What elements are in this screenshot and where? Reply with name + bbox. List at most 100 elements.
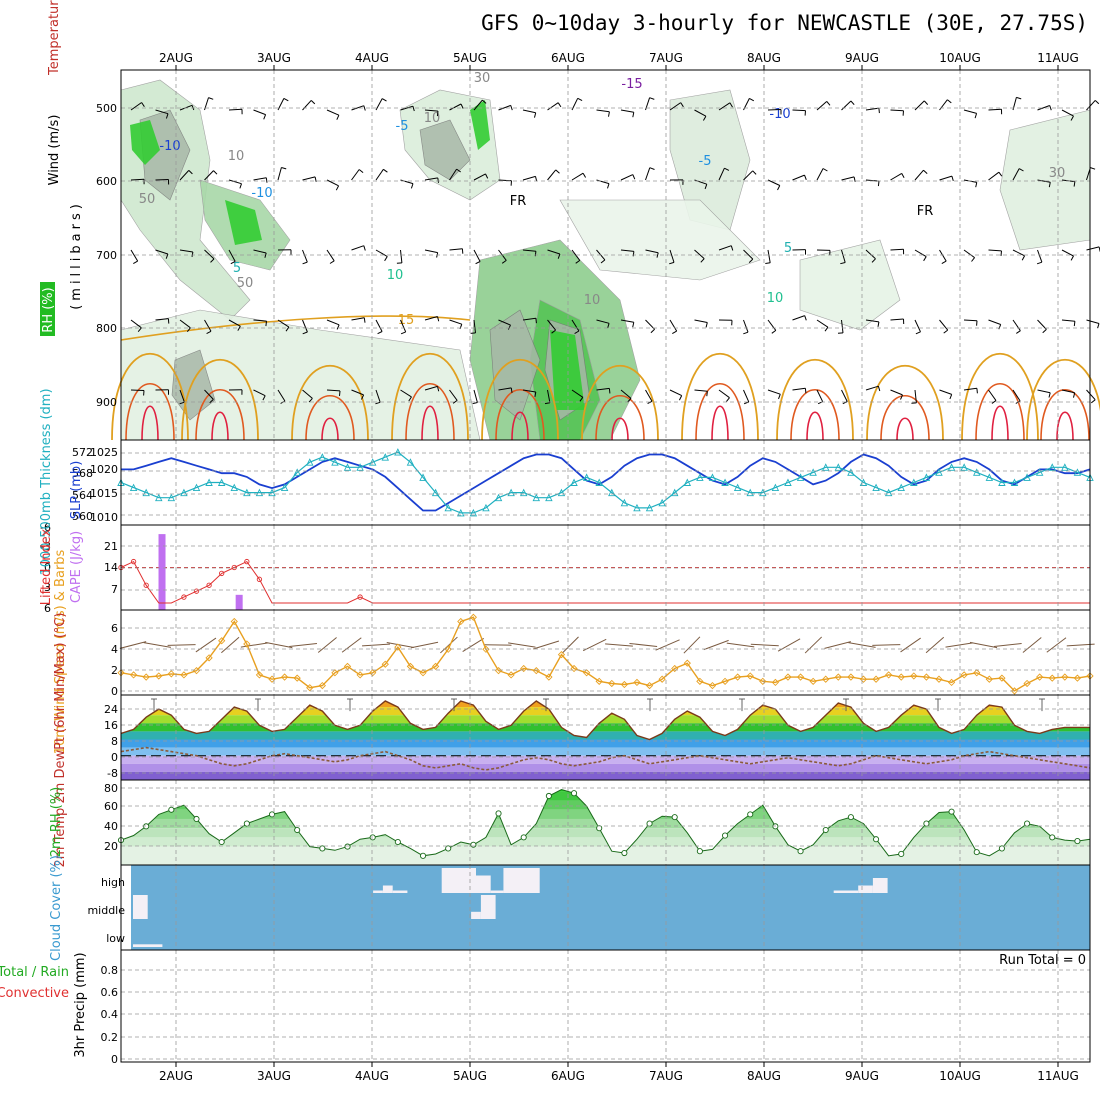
cloud-block <box>480 895 496 919</box>
surface-wind-barb <box>195 637 217 653</box>
wind-barb <box>1061 109 1074 117</box>
wind-barb-feather <box>632 251 635 257</box>
wind-barb-feather <box>437 386 440 392</box>
wind-barb-feather <box>263 114 267 120</box>
wind-barb <box>939 319 949 331</box>
wind-barb-feather <box>535 318 537 324</box>
wind-speed-point <box>117 669 125 677</box>
temp-tick: 0 <box>111 751 118 764</box>
wind-barb <box>841 176 855 181</box>
wind-barb-feather <box>1073 181 1076 187</box>
li-tick: 6 <box>44 602 51 615</box>
wind-tick: 6 <box>111 622 118 635</box>
top-day-label: 8AUG <box>747 51 781 65</box>
wind-barb <box>963 319 978 322</box>
wind-barb-feather <box>743 401 749 405</box>
wind-barb-feather <box>436 111 439 117</box>
wind-barb-feather <box>335 185 340 191</box>
rh-green-core <box>225 200 262 245</box>
wind-barb-feather <box>1090 399 1096 404</box>
wind-speed-point <box>671 664 679 673</box>
wind-speed-point <box>155 672 163 680</box>
wind-barb <box>130 389 145 391</box>
thickness-point <box>180 488 188 497</box>
wind-barb <box>865 319 879 323</box>
thickness-tick: 564 <box>72 489 93 502</box>
wind-barb <box>253 389 266 397</box>
wind-barb-feather <box>702 115 707 121</box>
wind-barb <box>375 169 384 181</box>
wind-barb <box>449 248 463 251</box>
rh-point <box>923 820 930 827</box>
wind-barb-feather <box>705 322 708 328</box>
wind-barb-feather <box>137 327 142 333</box>
wind-barb-feather <box>724 167 730 171</box>
wind-barb <box>277 319 290 328</box>
lifted-index-point <box>206 582 212 588</box>
wind-barb <box>449 168 458 181</box>
thickness-point <box>1073 468 1082 476</box>
dewpoint-line <box>120 746 1091 771</box>
wind-barb-feather <box>1016 96 1022 100</box>
wind-barb-feather <box>1070 115 1074 121</box>
top-day-label: 3AUG <box>257 51 291 65</box>
surface-wind-barb <box>900 637 921 653</box>
wind-speed-point <box>1061 673 1069 681</box>
surface-wind-barb <box>119 641 147 649</box>
wind-barb <box>694 319 708 323</box>
cloud-block <box>392 890 408 893</box>
top-day-label: 9AUG <box>845 51 879 65</box>
wind-barb <box>204 319 212 332</box>
wind-speed-point <box>847 673 855 681</box>
wind-barb <box>890 172 902 181</box>
wind-speed-point <box>205 654 213 662</box>
lifted-index-line <box>120 560 1090 604</box>
surface-wind-barb <box>925 636 945 654</box>
wind-barb <box>351 389 364 396</box>
rh-shade <box>999 109 1091 251</box>
contour-label: 10 <box>584 293 601 308</box>
wind-speed-point <box>142 673 150 681</box>
wind-barb-feather <box>412 106 415 112</box>
temperature-panel: 24 16 8 0 -8 <box>104 695 1091 780</box>
wind-speed-point <box>796 673 805 681</box>
temp-contour-25 <box>321 417 339 441</box>
thickness-point <box>620 498 629 507</box>
rh-point <box>696 848 703 855</box>
wind-speed-point <box>230 617 238 626</box>
thickness-point <box>721 478 729 486</box>
thickness-point <box>897 483 905 492</box>
wind-barb-feather <box>239 183 242 189</box>
bottom-day-labels: 2AUG 3AUG 4AUG 5AUG 6AUG 7AUG 8AUG 9AUG 10AUG 11A… <box>159 1069 1079 1083</box>
pressure-tick: 700 <box>96 249 117 262</box>
rh-shade <box>559 199 761 281</box>
temp-contour-15 <box>961 352 1039 441</box>
wind-speed-point <box>822 675 830 683</box>
surface-wind-barb <box>143 642 171 648</box>
surface-wind-barb <box>440 636 458 654</box>
surface-wind-barb <box>824 641 851 649</box>
surface-wind-barb <box>629 642 658 648</box>
wind-barb-feather <box>943 329 949 334</box>
wind-barb-feather <box>308 398 313 403</box>
wind-barb <box>130 319 142 329</box>
thickness-tick: 560 <box>72 510 93 523</box>
wind-barb <box>547 319 556 331</box>
wind-barb <box>694 109 707 117</box>
precip-tick: 0.2 <box>101 1031 119 1044</box>
wind-barb <box>939 389 952 395</box>
wind-barb-feather <box>765 262 771 264</box>
wind-barb <box>816 101 828 111</box>
rh-point <box>822 826 829 834</box>
wind-barb-feather <box>826 101 831 106</box>
slp-ylabels: 1000-500mb Thickness (dm) SLP (mb) <box>39 388 84 575</box>
wind-barb <box>302 249 308 263</box>
wind-speed-point <box>268 675 276 683</box>
wind-barb <box>1061 319 1075 322</box>
wind-speed-point <box>973 669 981 677</box>
wind-barb-feather <box>998 324 1002 330</box>
contour-label: -5 <box>699 154 712 169</box>
surface-wind-barb <box>872 644 901 646</box>
li-tick: -6 <box>40 521 51 534</box>
wind-barb <box>522 109 536 114</box>
